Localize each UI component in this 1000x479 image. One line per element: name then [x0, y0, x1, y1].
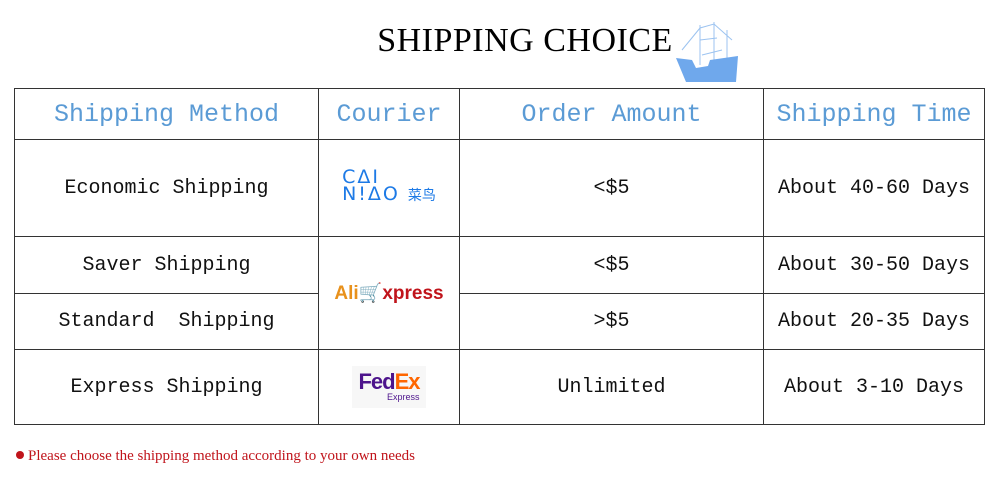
time-cell: About 30-50 Days	[763, 236, 985, 294]
aliexpress-logo: Ali🛒xpress	[318, 236, 460, 350]
header-order-amount: Order Amount	[459, 88, 764, 140]
amount-cell: >$5	[459, 293, 764, 350]
table-header-row: Shipping Method Courier Order Amount Shi…	[14, 88, 985, 140]
table-row: Express Shipping FedEx Express Unlimited …	[14, 349, 985, 425]
fedex-logo: FedEx Express	[318, 349, 460, 425]
method-cell: Economic Shipping	[14, 139, 319, 237]
bullet-icon	[16, 451, 24, 459]
header-shipping-method: Shipping Method	[14, 88, 319, 140]
footnote: Please choose the shipping method accord…	[16, 448, 415, 465]
amount-cell: <$5	[459, 236, 764, 294]
table-row: Saver Shipping Ali🛒xpress <$5 About 30-5…	[14, 236, 985, 350]
time-cell: About 3-10 Days	[763, 349, 985, 425]
ship-icon	[676, 22, 738, 82]
method-cell: Saver Shipping	[14, 236, 319, 294]
time-cell: About 40-60 Days	[763, 139, 985, 237]
cart-icon: 🛒	[358, 282, 383, 304]
footnote-text: Please choose the shipping method accord…	[28, 448, 415, 464]
cainiao-logo: CΔI N!ΔO 菜鸟	[318, 139, 460, 237]
header-courier: Courier	[318, 88, 460, 140]
amount-cell: Unlimited	[459, 349, 764, 425]
shipping-table: Shipping Method Courier Order Amount Shi…	[14, 88, 985, 425]
amount-cell: <$5	[459, 139, 764, 237]
time-cell: About 20-35 Days	[763, 293, 985, 350]
table-row: Standard Shipping >$5 About 20-35 Days	[14, 293, 985, 350]
header-shipping-time: Shipping Time	[763, 88, 985, 140]
method-cell: Express Shipping	[14, 349, 319, 425]
page-title: SHIPPING CHOICE	[377, 22, 673, 59]
table-row: Economic Shipping CΔI N!ΔO 菜鸟 <$5 About 4…	[14, 139, 985, 237]
method-cell: Standard Shipping	[14, 293, 319, 350]
